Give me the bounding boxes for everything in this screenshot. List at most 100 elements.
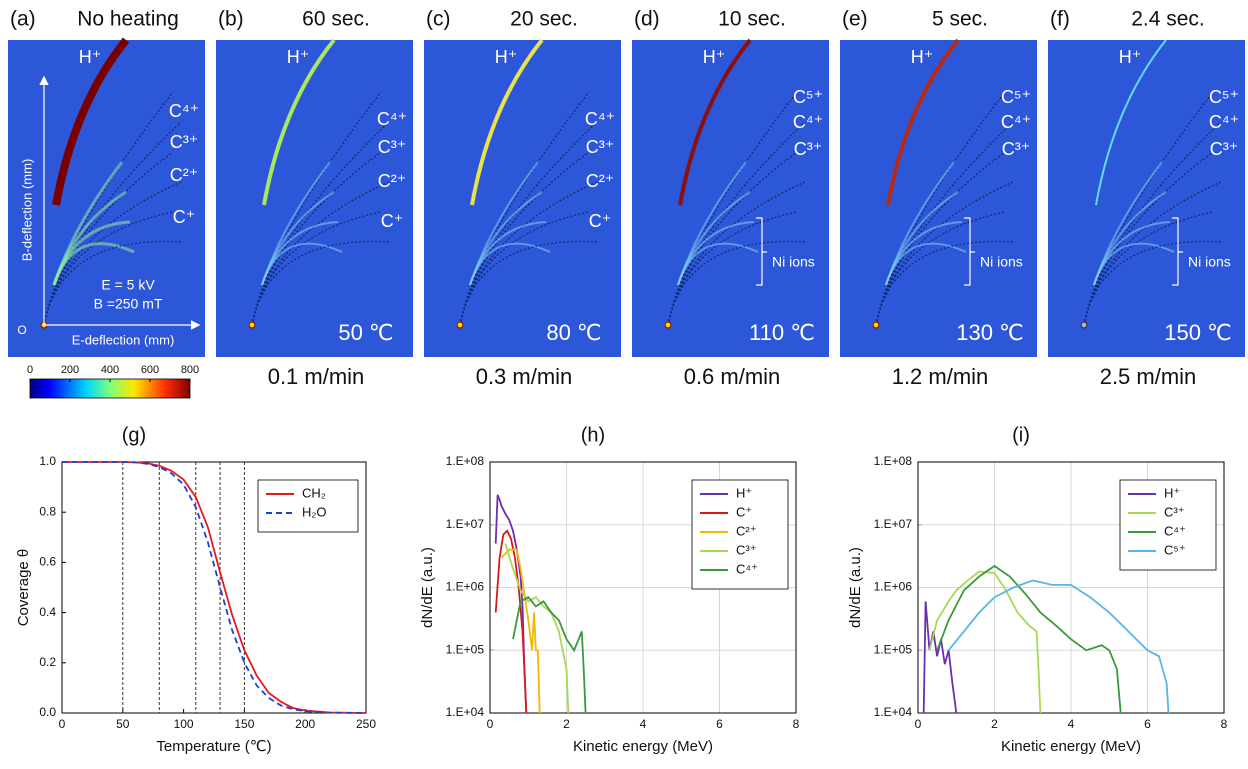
y-tick-label: 1.E+05 <box>874 642 913 656</box>
x-axis-label: Kinetic energy (MeV) <box>573 738 713 755</box>
ion-label: C⁴⁺ <box>793 112 823 132</box>
chart-title: (i) <box>1012 424 1030 446</box>
proton-trace <box>1095 39 1167 206</box>
ion-label: C⁵⁺ <box>793 87 823 107</box>
x-tick-label: 2 <box>563 717 570 731</box>
ion-label: C⁴⁺ <box>1209 112 1239 132</box>
series-line <box>947 579 1170 714</box>
x-tick-label: 200 <box>295 717 315 731</box>
ion-label: C²⁺ <box>586 171 615 191</box>
series-line <box>494 529 528 714</box>
x-tick-label: 100 <box>174 717 194 731</box>
origin-spot <box>456 321 464 329</box>
x-axis-label: Temperature (℃) <box>156 738 271 755</box>
colorbar-tick-label: 600 <box>141 364 159 376</box>
series-line <box>504 543 570 714</box>
plot-frame <box>917 461 1225 714</box>
speed: 0.1 m/min <box>268 364 365 389</box>
panel-label: (b) <box>218 8 244 31</box>
ion-label: C³⁺ <box>586 137 615 157</box>
proton-trace <box>470 38 544 206</box>
speed: 0.3 m/min <box>476 364 573 389</box>
legend-label: C³⁺ <box>1164 504 1185 519</box>
x-tick-label: 8 <box>793 717 800 731</box>
colorbar-tick-label: 0 <box>27 364 33 376</box>
ion-label: C⁵⁺ <box>1209 87 1239 107</box>
trace-guide <box>251 121 390 326</box>
ni-bracket <box>756 217 767 286</box>
panel-label: (e) <box>842 8 868 31</box>
ion-label: C⁺ <box>173 207 196 227</box>
field-annotation: E = 5 kV <box>101 277 155 293</box>
ion-trace <box>1093 242 1175 286</box>
panel-title: 60 sec. <box>302 8 370 31</box>
trace-guide <box>43 240 182 326</box>
trace-guide <box>875 240 1014 326</box>
legend-label: H₂O <box>302 504 327 519</box>
ion-label: C³⁺ <box>378 137 407 157</box>
detector-image <box>840 40 1037 357</box>
detector-image <box>632 40 829 357</box>
trace-guide <box>875 181 1014 326</box>
y-tick-label: 1.E+04 <box>874 705 913 719</box>
proton-trace <box>52 37 130 206</box>
y-tick-label: 1.E+07 <box>874 517 913 531</box>
legend-label: H⁺ <box>736 485 752 500</box>
ion-label: C⁺ <box>381 211 404 231</box>
y-tick-label: 0.6 <box>39 555 56 569</box>
x-tick-label: 50 <box>116 717 130 731</box>
ion-label: C²⁺ <box>378 171 407 191</box>
temperature: 110 ℃ <box>749 320 815 345</box>
y-tick-label: 0.0 <box>39 705 56 719</box>
x-tick-label: 250 <box>356 717 376 731</box>
trace-guide <box>251 240 390 326</box>
x-tick-label: 0 <box>59 717 66 731</box>
origin-spot <box>248 321 256 329</box>
ion-label: C⁴⁺ <box>585 109 615 129</box>
x-tick-label: 150 <box>234 717 254 731</box>
ion-label: C³⁺ <box>794 139 823 159</box>
trace-guide <box>459 181 598 326</box>
ni-label: Ni ions <box>772 254 815 270</box>
proton-trace <box>262 38 336 206</box>
origin-spot <box>1080 321 1088 329</box>
ion-label: C⁴⁺ <box>377 109 407 129</box>
trace-guide <box>459 121 598 326</box>
y-tick-label: 1.E+04 <box>446 705 485 719</box>
trace-guide <box>1083 240 1222 326</box>
ion-trace <box>885 242 967 286</box>
temperature: 50 ℃ <box>338 320 393 345</box>
y-tick-label: 1.E+06 <box>874 580 913 594</box>
y-axis-label: dN/dE (a.u.) <box>847 547 864 628</box>
legend-label: C⁵⁺ <box>1164 542 1186 557</box>
y-tick-label: 0.2 <box>39 655 56 669</box>
ion-trace <box>469 242 551 286</box>
legend-label: C⁴⁺ <box>1164 523 1186 538</box>
x-tick-label: 2 <box>991 717 998 731</box>
y-tick-label: 1.E+08 <box>446 454 485 468</box>
ion-label: C²⁺ <box>170 165 199 185</box>
colorbar-tick-label: 800 <box>181 364 199 376</box>
series-line <box>922 601 958 714</box>
x-tick-label: 4 <box>640 717 647 731</box>
legend-label: C⁺ <box>736 504 752 519</box>
trace-guide <box>667 181 806 326</box>
series-line <box>936 564 1122 714</box>
ion-label: H⁺ <box>1119 47 1142 67</box>
y-tick-label: 1.E+08 <box>874 454 913 468</box>
panel-title: 2.4 sec. <box>1131 8 1205 31</box>
ni-bracket <box>964 217 975 286</box>
ion-label: C⁴⁺ <box>169 101 199 121</box>
proton-trace <box>886 38 960 206</box>
ion-label: C³⁺ <box>1002 139 1031 159</box>
panel-label: (a) <box>10 8 36 31</box>
detector-image <box>1048 40 1245 357</box>
legend-label: H⁺ <box>1164 485 1180 500</box>
speed: 1.2 m/min <box>892 364 989 389</box>
legend-box <box>257 479 359 533</box>
origin-spot <box>664 321 672 329</box>
chart-title: (h) <box>581 424 605 446</box>
trace-guide <box>1083 181 1222 326</box>
colorbar-tick-label: 200 <box>61 364 79 376</box>
